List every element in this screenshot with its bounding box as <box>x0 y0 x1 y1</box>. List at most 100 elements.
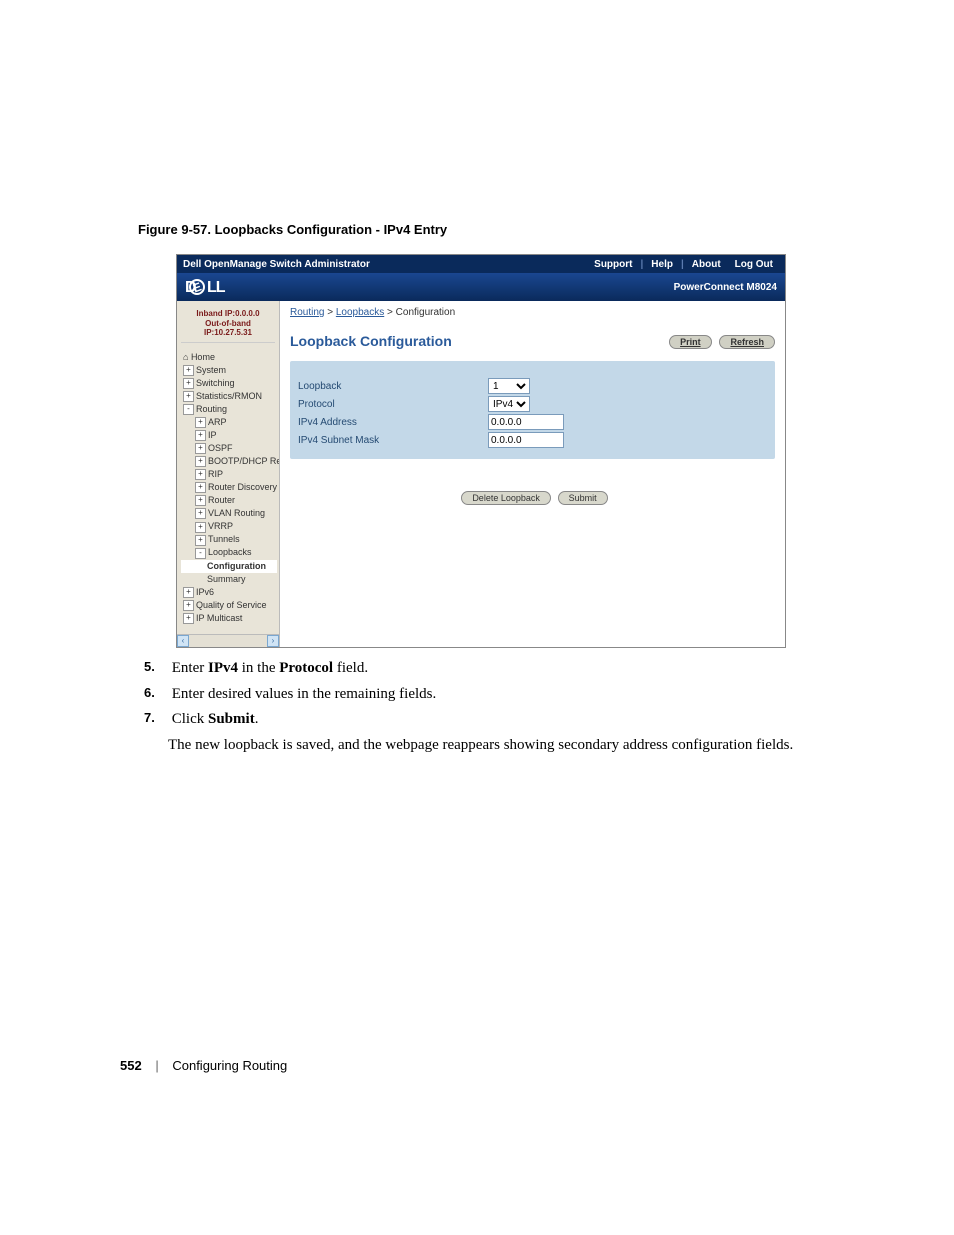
sidebar-item[interactable]: +Tunnels <box>181 533 277 546</box>
button-row: Delete Loopback Submit <box>280 463 785 505</box>
page-footer: 552 | Configuring Routing <box>120 1058 287 1073</box>
screenshot-frame: Dell OpenManage Switch Administrator Sup… <box>176 254 786 648</box>
expand-icon[interactable]: + <box>183 365 194 376</box>
horizontal-scrollbar[interactable]: ‹ › <box>177 634 279 647</box>
sidebar-item[interactable]: +Quality of Service <box>181 599 277 612</box>
dell-logo: D E LL <box>185 279 239 295</box>
expand-icon[interactable]: + <box>195 430 206 441</box>
brand-bar: D E LL PowerConnect M8024 <box>177 273 785 301</box>
sidebar-item[interactable]: +ARP <box>181 416 277 429</box>
loopback-select[interactable]: 1 <box>488 378 530 394</box>
text: Click <box>172 711 208 727</box>
sidebar-item-label: IPv6 <box>196 587 214 597</box>
step-number: 6. <box>144 682 168 704</box>
text-bold: Protocol <box>279 660 333 676</box>
sidebar-item[interactable]: +IP <box>181 429 277 442</box>
delete-loopback-button[interactable]: Delete Loopback <box>461 491 551 505</box>
sidebar-item-label: RIP <box>208 469 223 479</box>
sidebar-item-label: BOOTP/DHCP Relay Ag <box>208 456 280 466</box>
sidebar-item[interactable]: +Router <box>181 494 277 507</box>
sidebar-item[interactable]: +Switching <box>181 377 277 390</box>
separator: | <box>640 259 643 270</box>
ip-box: Inband IP:0.0.0.0 Out-of-band IP:10.27.5… <box>181 305 275 343</box>
sidebar-item-label: VLAN Routing <box>208 508 265 518</box>
nav-tree: ⌂ Home+System+Switching+Statistics/RMON-… <box>177 347 279 625</box>
protocol-select[interactable]: IPv4 <box>488 396 530 412</box>
expand-icon[interactable]: + <box>183 378 194 389</box>
expand-icon[interactable]: + <box>195 535 206 546</box>
expand-icon[interactable]: + <box>183 391 194 402</box>
topbar: Dell OpenManage Switch Administrator Sup… <box>177 255 785 273</box>
crumb-sep: > <box>327 307 333 318</box>
expand-icon[interactable]: + <box>195 508 206 519</box>
crumb-loopbacks[interactable]: Loopbacks <box>336 307 384 318</box>
text: in the <box>238 660 279 676</box>
crumb-current: Configuration <box>396 307 455 318</box>
expand-icon[interactable]: + <box>195 417 206 428</box>
home-icon: ⌂ <box>183 352 191 362</box>
footer-separator: | <box>155 1058 158 1073</box>
sidebar-item[interactable]: +Router Discovery <box>181 481 277 494</box>
ipv4-mask-input[interactable] <box>488 432 564 448</box>
expand-icon[interactable]: + <box>183 587 194 598</box>
step-6: 6. Enter desired values in the remaining… <box>144 682 793 708</box>
sidebar-item[interactable]: +System <box>181 364 277 377</box>
ipv4-address-input[interactable] <box>488 414 564 430</box>
sidebar-item[interactable]: +RIP <box>181 468 277 481</box>
support-link[interactable]: Support <box>588 259 638 270</box>
sidebar-item-label: Summary <box>207 574 246 584</box>
expand-icon[interactable]: + <box>195 495 206 506</box>
inband-ip: Inband IP:0.0.0.0 <box>183 309 273 319</box>
scroll-left-icon[interactable]: ‹ <box>177 635 189 647</box>
expand-icon[interactable]: + <box>195 482 206 493</box>
expand-icon[interactable]: + <box>183 600 194 611</box>
sidebar-item-label: OSPF <box>208 443 233 453</box>
submit-button[interactable]: Submit <box>558 491 608 505</box>
sidebar-item[interactable]: ⌂ Home <box>181 351 277 364</box>
page-number: 552 <box>120 1058 142 1073</box>
about-link[interactable]: About <box>686 259 727 270</box>
sidebar-item[interactable]: +VLAN Routing <box>181 507 277 520</box>
expand-icon[interactable]: + <box>195 456 206 467</box>
text-bold: Submit <box>208 711 255 727</box>
sidebar-item[interactable]: -Loopbacks <box>181 546 277 559</box>
sidebar-item-label: Router <box>208 495 235 505</box>
protocol-label: Protocol <box>298 399 488 410</box>
oob-ip: Out-of-band IP:10.27.5.31 <box>183 319 273 338</box>
sidebar-item[interactable]: +VRRP <box>181 520 277 533</box>
logout-link[interactable]: Log Out <box>729 259 779 270</box>
sidebar-item[interactable]: Configuration <box>181 560 277 573</box>
sidebar-item[interactable]: +Statistics/RMON <box>181 390 277 403</box>
sidebar-item[interactable]: +BOOTP/DHCP Relay Ag <box>181 455 277 468</box>
sidebar-item[interactable]: +IPv6 <box>181 586 277 599</box>
text: Enter <box>172 660 208 676</box>
panel-actions: Print Refresh <box>665 332 775 349</box>
crumb-routing[interactable]: Routing <box>290 307 324 318</box>
sidebar-item[interactable]: +IP Multicast <box>181 612 277 625</box>
topbar-links: Support | Help | About Log Out <box>588 259 779 270</box>
sidebar-item[interactable]: +OSPF <box>181 442 277 455</box>
sidebar-item[interactable]: Summary <box>181 573 277 586</box>
collapse-icon[interactable]: - <box>183 404 194 415</box>
help-link[interactable]: Help <box>645 259 679 270</box>
refresh-button[interactable]: Refresh <box>719 335 775 349</box>
sidebar-item[interactable]: -Routing <box>181 403 277 416</box>
step-text: Enter IPv4 in the Protocol field. <box>172 656 368 682</box>
expand-icon[interactable]: + <box>195 469 206 480</box>
sidebar-item-label: Home <box>191 352 215 362</box>
expand-icon[interactable]: + <box>183 613 194 624</box>
collapse-icon[interactable]: - <box>195 548 206 559</box>
ipv4-mask-label: IPv4 Subnet Mask <box>298 435 488 446</box>
expand-icon[interactable]: + <box>195 522 206 533</box>
sidebar-item-label: ARP <box>208 417 227 427</box>
step-5: 5. Enter IPv4 in the Protocol field. <box>144 656 793 682</box>
model-label: PowerConnect M8024 <box>674 282 777 293</box>
breadcrumb: Routing > Loopbacks > Configuration <box>280 301 785 330</box>
expand-icon[interactable]: + <box>195 443 206 454</box>
document-page: Figure 9-57. Loopbacks Configuration - I… <box>0 0 954 1235</box>
print-button[interactable]: Print <box>669 335 712 349</box>
step-text: Click Submit. <box>172 707 259 733</box>
step-number: 5. <box>144 656 168 678</box>
figure-caption: Figure 9-57. Loopbacks Configuration - I… <box>138 222 447 237</box>
scroll-right-icon[interactable]: › <box>267 635 279 647</box>
